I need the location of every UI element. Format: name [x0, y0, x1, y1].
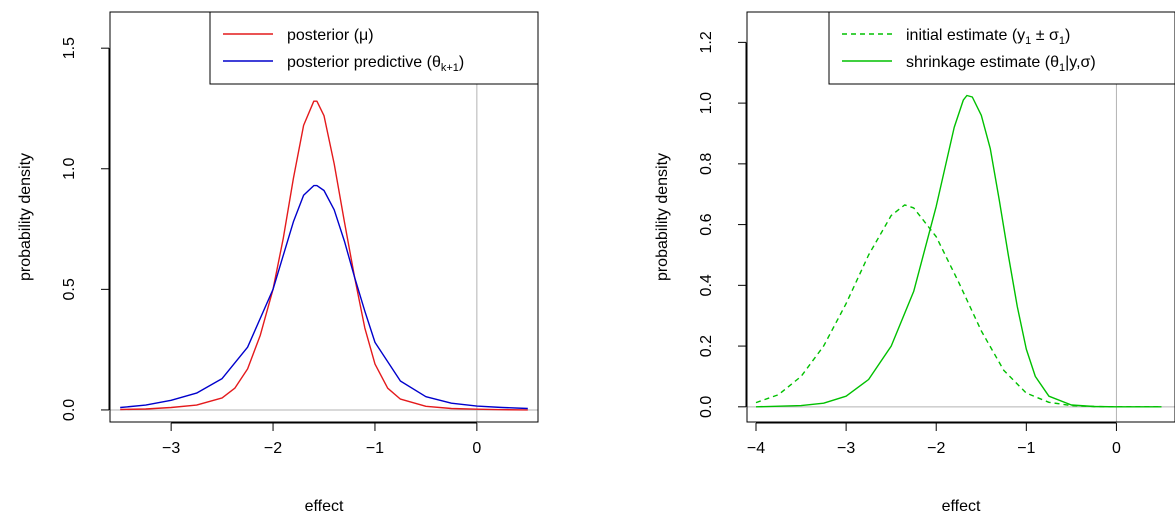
- series-line-0: [120, 100, 528, 411]
- legend-label-text: ± σ: [1031, 27, 1059, 44]
- x-tick-label: −2: [927, 440, 945, 457]
- y-axis-title: probability density: [17, 153, 34, 281]
- y-axis-title: probability density: [654, 153, 671, 281]
- series-line-1: [755, 94, 1162, 408]
- legend-label-0: initial estimate (y1 ± σ1): [906, 27, 1070, 47]
- y-tick-label: 1.0: [61, 158, 78, 180]
- y-tick-label: 0.5: [61, 278, 78, 300]
- series-line-1: [120, 184, 528, 410]
- x-tick-label: −3: [162, 440, 180, 457]
- y-tick-label: 0.8: [698, 153, 715, 175]
- legend-label-subscript: 1: [1059, 35, 1065, 47]
- legend-label-subscript: 1: [1025, 35, 1031, 47]
- y-tick-label: 0.6: [698, 213, 715, 235]
- legend-label-text: ): [1065, 27, 1070, 44]
- legend-label-text: ): [459, 54, 464, 71]
- y-tick-label: 1.2: [698, 31, 715, 53]
- legend-box: [209, 11, 539, 85]
- legend-label-subscript: 1: [1059, 62, 1065, 74]
- series-line-0: [755, 204, 1162, 408]
- x-tick-label: −2: [264, 440, 282, 457]
- x-tick-label: 0: [472, 440, 481, 457]
- legend-label-text: shrinkage estimate (θ: [906, 54, 1059, 71]
- y-tick-label: 0.2: [698, 335, 715, 357]
- y-tick-label: 0.0: [61, 399, 78, 421]
- x-tick-label: −3: [837, 440, 855, 457]
- y-axis: 0.0 0.2 0.4 0.6 0.8 1.0 1.2: [698, 31, 747, 418]
- x-tick-label: 0: [1112, 440, 1121, 457]
- x-tick-label: −4: [747, 440, 765, 457]
- legend-label-text: posterior predictive (θ: [287, 54, 441, 71]
- x-axis: −4 −3 −2 −1 0: [747, 422, 1121, 457]
- y-tick-label: 0.4: [698, 274, 715, 296]
- x-axis: −3 −2 −1 0: [162, 422, 481, 457]
- left-density-panel: −3 −2 −1 0 effect 0.0 0.5 1.0 1.5 probability den…: [17, 11, 539, 515]
- legend-label-text: initial estimate (y: [906, 27, 1025, 44]
- legend: posterior (μ) posterior predictive (θk+1): [209, 11, 539, 85]
- legend-label-text: posterior (μ): [287, 27, 374, 44]
- legend-label-text: |y,σ): [1065, 54, 1096, 71]
- x-tick-label: −1: [1017, 440, 1035, 457]
- y-tick-label: 1.0: [698, 92, 715, 114]
- legend-label-1: posterior predictive (θk+1): [287, 54, 464, 74]
- y-tick-label: 0.0: [698, 396, 715, 418]
- right-density-panel: −4 −3 −2 −1 0 effect 0.0 0.2 0.4 0.6 0.8 1.0 1.2 prob…: [654, 11, 1175, 515]
- x-axis-title: effect: [305, 498, 344, 515]
- y-axis: 0.0 0.5 1.0 1.5: [61, 37, 110, 421]
- legend-label-subscript: k+1: [441, 62, 459, 74]
- legend-box: [828, 11, 1175, 85]
- x-axis-title: effect: [942, 498, 981, 515]
- legend-label-1: shrinkage estimate (θ1|y,σ): [906, 54, 1096, 74]
- y-tick-label: 1.5: [61, 37, 78, 59]
- legend: initial estimate (y1 ± σ1)shrinkage esti…: [828, 11, 1175, 85]
- legend-label-0: posterior (μ): [287, 27, 374, 44]
- x-tick-label: −1: [366, 440, 384, 457]
